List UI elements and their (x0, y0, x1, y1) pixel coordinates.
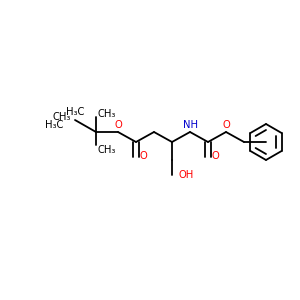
Text: O: O (222, 120, 230, 130)
Text: NH: NH (182, 120, 197, 130)
Text: CH₃: CH₃ (98, 109, 116, 119)
Text: H₃C: H₃C (66, 107, 84, 117)
Text: CH₃: CH₃ (98, 145, 116, 155)
Text: CH₃: CH₃ (53, 112, 71, 122)
Text: O: O (114, 120, 122, 130)
Text: O: O (211, 151, 219, 161)
Text: H₃C: H₃C (45, 120, 63, 130)
Text: OH: OH (178, 170, 194, 180)
Text: O: O (139, 151, 147, 161)
